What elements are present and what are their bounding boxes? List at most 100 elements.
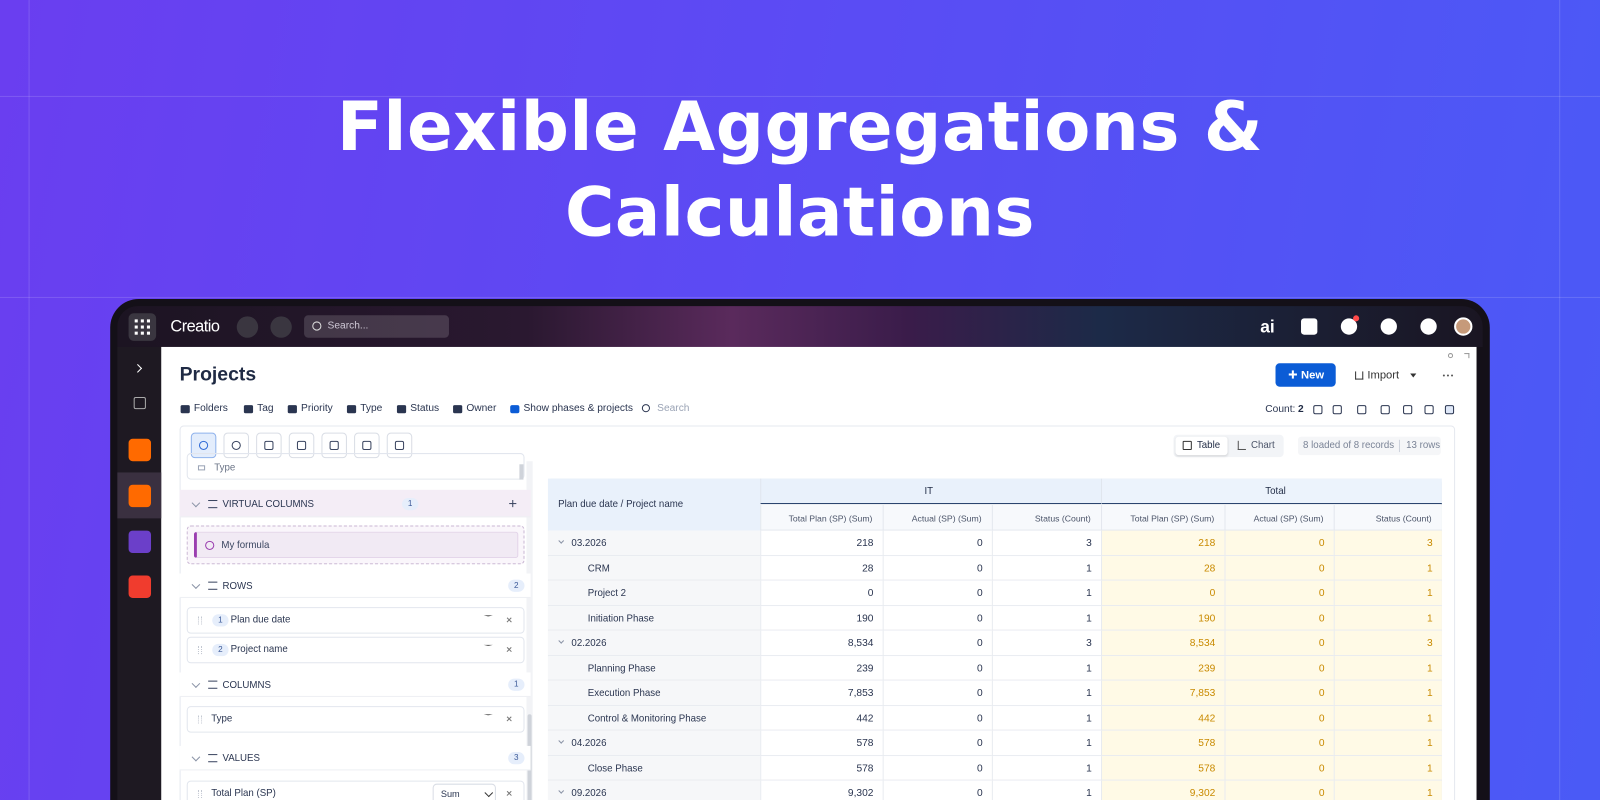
view-tool[interactable] — [1357, 405, 1367, 415]
row-label-cell — [547, 530, 761, 556]
cell — [882, 630, 992, 656]
row-label: Project 2 — [587, 588, 627, 600]
section-header[interactable] — [179, 489, 531, 518]
flag-app[interactable] — [128, 530, 152, 554]
cell-value: 3 — [1426, 537, 1433, 549]
field-card[interactable] — [186, 453, 525, 480]
cell-value: 1 — [1426, 662, 1433, 674]
cell-value: 1 — [1426, 687, 1433, 699]
cell — [760, 580, 883, 606]
cell — [882, 530, 992, 556]
cell — [1101, 730, 1225, 756]
cell-value: 1 — [1086, 562, 1092, 574]
filter-search: Search — [657, 403, 690, 415]
cell-value: 0 — [1318, 562, 1325, 574]
cell — [991, 755, 1102, 781]
filter-button[interactable] — [483, 615, 493, 624]
rows-count: 13 rows — [1406, 440, 1441, 452]
cell — [1101, 555, 1225, 581]
count-label: Count: — [1265, 404, 1296, 416]
filter-icon[interactable] — [180, 405, 190, 414]
filter-icon[interactable] — [510, 405, 520, 414]
cell — [1101, 705, 1225, 731]
column-label: Actual (SP) (Sum) — [911, 513, 982, 524]
cell — [1101, 605, 1225, 631]
item-index: 1 — [212, 614, 229, 627]
view-tool[interactable] — [1403, 405, 1413, 415]
cell — [991, 530, 1102, 556]
add-button[interactable] — [270, 316, 292, 338]
filter-icon[interactable] — [243, 405, 254, 414]
cell — [882, 730, 992, 756]
drag-handle — [197, 789, 203, 798]
tool-icon — [362, 440, 372, 450]
filter-label: Status — [410, 403, 440, 415]
cell — [760, 530, 883, 556]
row-label: 03.2026 — [571, 538, 607, 550]
more-dot — [1446, 374, 1449, 377]
expand-chevron — [133, 364, 143, 373]
cell-value: 0 — [976, 737, 983, 749]
filter-button[interactable] — [483, 644, 493, 654]
new-button[interactable] — [1275, 363, 1336, 387]
top-icon[interactable] — [1420, 318, 1437, 335]
section-header[interactable] — [179, 745, 531, 771]
cell — [760, 605, 883, 631]
column-label: Total Plan (SP) (Sum) — [1130, 513, 1215, 524]
tool-button[interactable] — [256, 432, 282, 459]
item-card[interactable] — [186, 780, 525, 800]
tool-icon — [264, 440, 274, 450]
filter-icon[interactable] — [396, 405, 407, 414]
section-header[interactable] — [179, 672, 531, 697]
cell — [760, 780, 883, 800]
tool-button[interactable] — [288, 432, 315, 459]
projects-app[interactable] — [128, 484, 152, 508]
top-icon[interactable] — [1340, 318, 1358, 335]
home-app[interactable] — [128, 438, 152, 462]
section-title: VALUES — [222, 753, 260, 765]
view-tool[interactable] — [1424, 405, 1434, 415]
cell-value: 1 — [1426, 762, 1433, 774]
view-tool[interactable] — [1332, 405, 1342, 415]
view-tool[interactable] — [1380, 405, 1390, 415]
search-placeholder: Search... — [327, 320, 369, 332]
tool-button[interactable] — [321, 432, 347, 459]
tool-button[interactable] — [386, 432, 413, 459]
cell-value: 0 — [976, 762, 983, 774]
sidebar — [117, 346, 162, 800]
column-header — [1333, 505, 1442, 531]
item-card[interactable] — [186, 706, 525, 733]
cell — [991, 680, 1102, 706]
top-icon[interactable] — [1301, 318, 1318, 335]
aggregate-select[interactable] — [432, 783, 496, 800]
view-tool[interactable] — [1444, 405, 1455, 415]
cell — [882, 780, 992, 800]
tool-button[interactable] — [223, 432, 249, 459]
cell — [760, 680, 883, 706]
filter-icon[interactable] — [453, 405, 463, 414]
table-icon — [1182, 440, 1192, 450]
calendar-app[interactable] — [128, 575, 152, 598]
item-card[interactable] — [186, 636, 525, 664]
column-label: Total Plan (SP) (Sum) — [788, 513, 873, 524]
cell-value: 0 — [976, 612, 983, 624]
cell-value: 0 — [976, 787, 983, 799]
dot — [146, 319, 150, 323]
filter-icon[interactable] — [346, 405, 357, 414]
cell-value: 442 — [1198, 712, 1216, 724]
item-card[interactable] — [186, 607, 525, 634]
avatar[interactable] — [1454, 317, 1473, 336]
section-header[interactable] — [179, 573, 531, 598]
corner-header — [547, 478, 761, 531]
tool-button[interactable] — [354, 432, 380, 459]
import-button: Import — [1367, 368, 1400, 382]
filter-button[interactable] — [483, 714, 493, 723]
filter-icon[interactable] — [287, 405, 297, 414]
run-button[interactable] — [236, 316, 259, 338]
column-header — [882, 505, 992, 531]
search-box[interactable] — [304, 315, 449, 338]
top-icon[interactable] — [1380, 318, 1397, 335]
group-header — [760, 478, 1102, 505]
view-tool[interactable] — [1313, 405, 1323, 415]
formula-card[interactable] — [193, 531, 519, 559]
